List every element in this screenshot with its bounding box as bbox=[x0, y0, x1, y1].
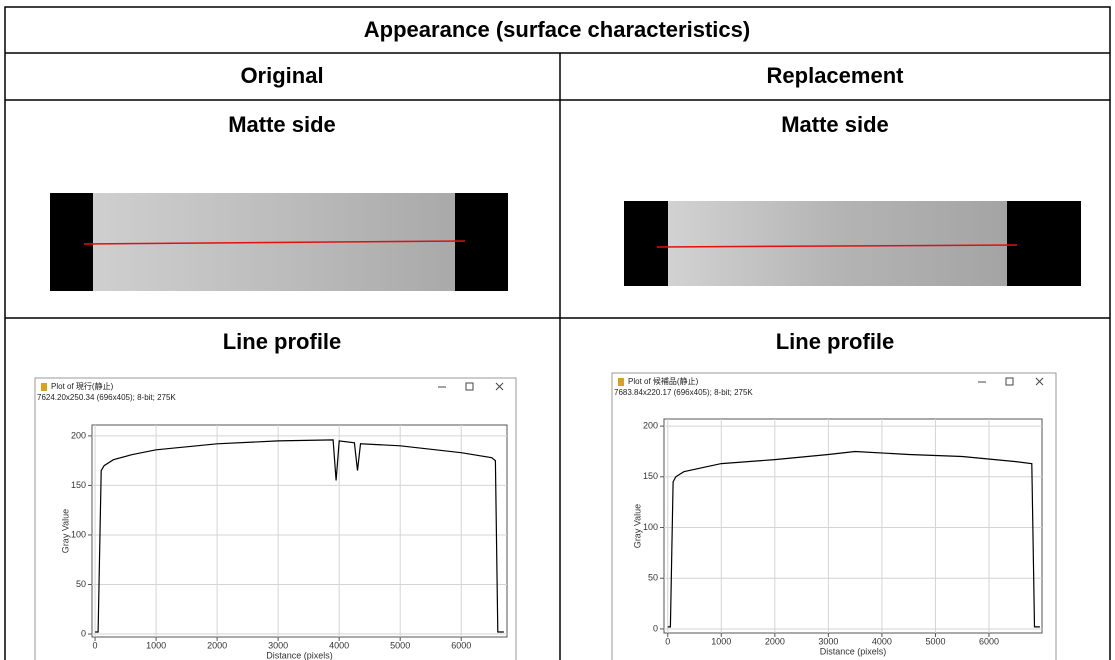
window-icon bbox=[41, 383, 47, 391]
plot-frame bbox=[91, 424, 508, 638]
x-tick-label: 5000 bbox=[925, 636, 945, 646]
plot-info: 7624.20x250.34 (696x405); 8-bit; 275K bbox=[37, 393, 176, 402]
close-button bbox=[495, 382, 504, 391]
y-tick-label: 0 bbox=[653, 623, 658, 633]
x-tick-label: 4000 bbox=[329, 640, 349, 650]
y-tick-label: 0 bbox=[81, 628, 86, 638]
x-tick-label: 6000 bbox=[451, 640, 471, 650]
y-tick-label: 150 bbox=[71, 480, 86, 490]
y-tick-label: 150 bbox=[643, 471, 658, 481]
y-axis-label: Gray Value bbox=[632, 504, 642, 548]
profile-line bbox=[667, 450, 1040, 628]
table-title: Appearance (surface characteristics) bbox=[364, 17, 750, 42]
x-tick-label: 5000 bbox=[390, 640, 410, 650]
cell-label: Matte side bbox=[228, 112, 336, 137]
x-tick-label: 3000 bbox=[818, 636, 838, 646]
y-tick-label: 50 bbox=[76, 579, 86, 589]
x-tick-label: 4000 bbox=[872, 636, 892, 646]
x-tick-label: 0 bbox=[93, 640, 98, 650]
profile-line bbox=[95, 439, 504, 633]
cell-label: Line profile bbox=[776, 329, 895, 354]
maximize-button bbox=[1005, 377, 1014, 386]
y-tick-label: 200 bbox=[643, 420, 658, 430]
x-tick-label: 0 bbox=[665, 636, 670, 646]
y-tick-label: 200 bbox=[71, 430, 86, 440]
plot-frame bbox=[663, 418, 1043, 634]
y-axis-label: Gray Value bbox=[60, 509, 70, 553]
sample-image bbox=[624, 201, 1081, 286]
x-axis-label: Distance (pixels) bbox=[266, 650, 333, 660]
window-title: Plot of 候補品(静止) bbox=[628, 376, 699, 386]
x-tick-label: 6000 bbox=[979, 636, 999, 646]
maximize-button bbox=[465, 382, 474, 391]
column-header: Replacement bbox=[767, 63, 905, 88]
close-button bbox=[1035, 377, 1044, 386]
cell-label: Matte side bbox=[781, 112, 889, 137]
x-axis-label: Distance (pixels) bbox=[820, 646, 887, 656]
cell-label: Line profile bbox=[223, 329, 342, 354]
x-tick-label: 3000 bbox=[268, 640, 288, 650]
window-title: Plot of 現行(静止) bbox=[51, 381, 114, 391]
y-tick-label: 100 bbox=[71, 529, 86, 539]
sample-image bbox=[50, 193, 508, 291]
x-tick-label: 2000 bbox=[765, 636, 785, 646]
y-tick-label: 50 bbox=[648, 573, 658, 583]
column-header: Original bbox=[240, 63, 323, 88]
table-borders bbox=[4, 6, 1111, 660]
plot-info: 7683.84x220.17 (696x405); 8-bit; 275K bbox=[614, 388, 753, 397]
x-tick-label: 1000 bbox=[146, 640, 166, 650]
y-tick-label: 100 bbox=[643, 522, 658, 532]
x-tick-label: 2000 bbox=[207, 640, 227, 650]
x-tick-label: 1000 bbox=[711, 636, 731, 646]
window-icon bbox=[618, 378, 624, 386]
